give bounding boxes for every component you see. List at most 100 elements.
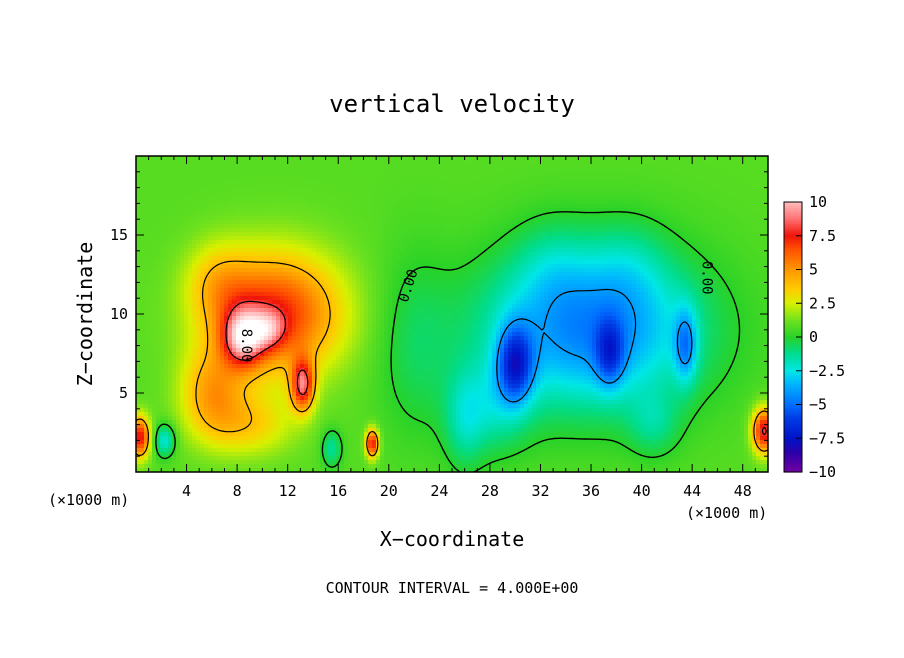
- field-cell: [156, 252, 161, 257]
- field-cell: [160, 444, 165, 449]
- field-cell: [164, 256, 169, 261]
- field-cell: [364, 452, 369, 457]
- field-cell: [256, 172, 261, 177]
- field-cell: [240, 356, 245, 361]
- field-cell: [268, 460, 273, 465]
- field-cell: [308, 304, 313, 309]
- field-cell: [180, 224, 185, 229]
- field-cell: [172, 324, 177, 329]
- field-cell: [284, 460, 289, 465]
- field-cell: [300, 404, 305, 409]
- field-cell: [284, 260, 289, 265]
- field-cell: [260, 336, 265, 341]
- field-cell: [248, 348, 253, 353]
- field-cell: [272, 232, 277, 237]
- field-cell: [164, 292, 169, 297]
- field-cell: [220, 420, 225, 425]
- field-cell: [332, 312, 337, 317]
- field-cell: [196, 456, 201, 461]
- field-cell: [160, 296, 165, 301]
- field-cell: [208, 216, 213, 221]
- field-cell: [344, 296, 349, 301]
- field-cell: [292, 208, 297, 213]
- field-cell: [232, 160, 237, 165]
- field-cell: [252, 156, 257, 161]
- field-cell: [304, 292, 309, 297]
- field-cell: [212, 204, 217, 209]
- field-cell: [368, 384, 373, 389]
- field-cell: [304, 424, 309, 429]
- field-cell: [384, 344, 389, 349]
- field-cell: [372, 260, 377, 265]
- field-cell: [204, 260, 209, 265]
- field-cell: [360, 360, 365, 365]
- field-cell: [348, 376, 353, 381]
- field-cell: [376, 404, 381, 409]
- field-cell: [168, 188, 173, 193]
- field-cell: [196, 356, 201, 361]
- field-cell: [284, 448, 289, 453]
- field-cell: [308, 192, 313, 197]
- field-cell: [188, 400, 193, 405]
- field-cell: [280, 272, 285, 277]
- field-cell: [388, 168, 393, 173]
- field-cell: [180, 356, 185, 361]
- field-cell: [288, 196, 293, 201]
- field-cell: [152, 388, 157, 393]
- field-cell: [284, 252, 289, 257]
- field-cell: [356, 164, 361, 169]
- field-cell: [328, 172, 333, 177]
- field-cell: [176, 176, 181, 181]
- field-cell: [332, 292, 337, 297]
- field-cell: [380, 392, 385, 397]
- field-cell: [316, 452, 321, 457]
- field-cell: [288, 436, 293, 441]
- field-cell: [312, 216, 317, 221]
- field-cell: [256, 408, 261, 413]
- field-cell: [324, 440, 329, 445]
- field-cell: [180, 396, 185, 401]
- field-cell: [316, 428, 321, 433]
- field-cell: [368, 416, 373, 421]
- field-cell: [140, 304, 145, 309]
- field-cell: [288, 276, 293, 281]
- field-cell: [260, 268, 265, 273]
- field-cell: [296, 276, 301, 281]
- field-cell: [172, 312, 177, 317]
- field-cell: [296, 348, 301, 353]
- field-cell: [260, 212, 265, 217]
- field-cell: [340, 424, 345, 429]
- field-cell: [288, 468, 293, 472]
- field-cell: [280, 208, 285, 213]
- field-cell: [156, 340, 161, 345]
- field-cell: [144, 308, 149, 313]
- field-cell: [356, 468, 361, 472]
- field-cell: [280, 312, 285, 317]
- field-cell: [220, 316, 225, 321]
- field-cell: [368, 464, 373, 469]
- field-cell: [308, 412, 313, 417]
- field-cell: [244, 168, 249, 173]
- field-cell: [332, 448, 337, 453]
- field-cell: [192, 404, 197, 409]
- field-cell: [244, 452, 249, 457]
- field-cell: [244, 228, 249, 233]
- field-cell: [340, 232, 345, 237]
- field-cell: [252, 228, 257, 233]
- field-cell: [352, 164, 357, 169]
- field-cell: [200, 252, 205, 257]
- field-cell: [284, 432, 289, 437]
- field-cell: [240, 260, 245, 265]
- field-cell: [296, 356, 301, 361]
- field-cell: [184, 312, 189, 317]
- field-cell: [164, 272, 169, 277]
- field-cell: [268, 356, 273, 361]
- field-cell: [156, 432, 161, 437]
- field-cell: [268, 228, 273, 233]
- field-cell: [232, 236, 237, 241]
- field-cell: [328, 228, 333, 233]
- field-cell: [348, 392, 353, 397]
- field-cell: [180, 444, 185, 449]
- field-cell: [260, 392, 265, 397]
- field-cell: [196, 328, 201, 333]
